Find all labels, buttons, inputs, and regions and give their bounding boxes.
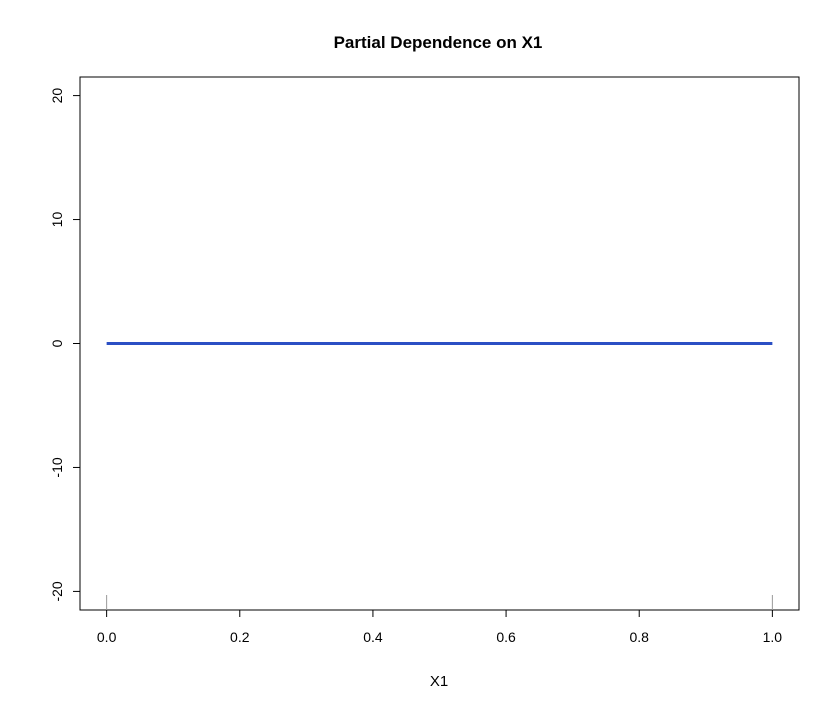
x-tick-label: 0.6 bbox=[496, 629, 516, 645]
rug-marks bbox=[106, 595, 773, 610]
y-tick-label: 0 bbox=[49, 339, 65, 347]
x-tick-label: 0.2 bbox=[230, 629, 250, 645]
y-axis: -20 -10 0 10 20 bbox=[49, 88, 80, 602]
x-tick-label: 0.8 bbox=[629, 629, 649, 645]
x-tick-label: 0.0 bbox=[97, 629, 117, 645]
x-axis: 0.0 0.2 0.4 0.6 0.8 1.0 bbox=[97, 609, 783, 645]
y-tick-label: -20 bbox=[49, 581, 65, 601]
y-tick-label: 20 bbox=[49, 88, 65, 104]
x-tick-label: 0.4 bbox=[363, 629, 383, 645]
x-axis-title: X1 bbox=[430, 673, 448, 690]
x-tick-label: 1.0 bbox=[763, 629, 783, 645]
y-tick-label: 10 bbox=[49, 212, 65, 228]
chart-title: Partial Dependence on X1 bbox=[334, 33, 543, 52]
y-tick-label: -10 bbox=[49, 457, 65, 477]
